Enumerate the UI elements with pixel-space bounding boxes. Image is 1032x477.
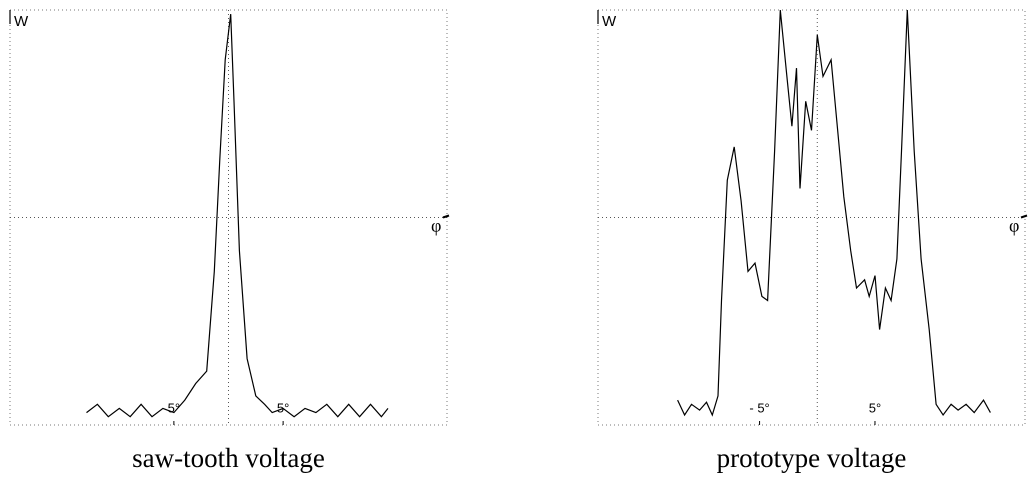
data-line xyxy=(86,14,389,418)
y-axis-label: W xyxy=(602,13,617,30)
x-axis-end xyxy=(442,214,450,219)
x-axis-label: φ xyxy=(431,216,441,236)
y-axis-label: W xyxy=(14,13,29,30)
x-axis-end xyxy=(1020,214,1028,219)
x-axis-label: φ xyxy=(1009,216,1019,236)
data-line xyxy=(677,9,991,417)
x-tick-label: 5° xyxy=(869,400,881,415)
x-tick-label: - 5° xyxy=(749,400,769,415)
chart-caption: prototype voltage xyxy=(717,443,907,473)
chart-caption: saw-tooth voltage xyxy=(132,443,325,473)
